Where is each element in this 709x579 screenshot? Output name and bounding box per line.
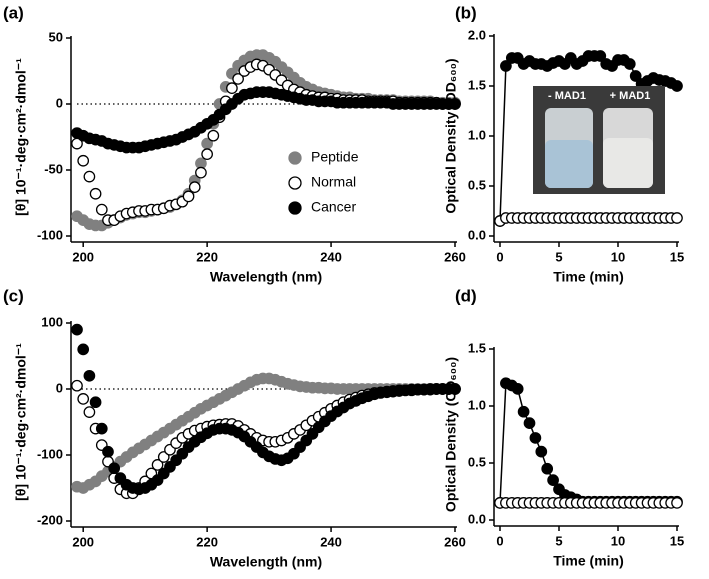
data-point — [541, 462, 554, 475]
x-tick-label: 0 — [496, 533, 503, 548]
y-tick-label: -200 — [37, 512, 63, 527]
series-line — [499, 382, 677, 503]
data-point — [89, 187, 102, 200]
data-point — [83, 369, 96, 382]
x-tick-label: 5 — [555, 249, 562, 264]
x-axis-title: Time (min) — [553, 553, 624, 569]
data-point — [529, 432, 542, 444]
y-axis-title: Optical Density (OD₆₀₀) — [443, 58, 459, 213]
data-point — [629, 70, 642, 82]
data-point — [671, 497, 683, 509]
data-point — [517, 405, 530, 418]
y-axis-title: Optical Density (OD₆₀₀) — [443, 357, 459, 512]
data-point — [671, 80, 683, 92]
legend-label: Cancer — [311, 199, 356, 215]
x-tick-label: 200 — [72, 534, 94, 549]
data-point — [207, 129, 220, 142]
y-tick-label: 1.5 — [468, 77, 486, 92]
panel-label: (a) — [3, 3, 24, 22]
data-point — [157, 451, 170, 463]
y-tick-label: 100 — [41, 314, 63, 329]
data-point — [594, 50, 607, 62]
x-axis-title: Wavelength (nm) — [210, 269, 322, 285]
data-point — [77, 343, 90, 356]
x-tick-label: 220 — [196, 249, 218, 264]
data-point — [71, 323, 83, 336]
data-point — [108, 462, 121, 475]
x-tick-label: 15 — [670, 249, 684, 264]
data-point — [151, 459, 164, 471]
y-tick-label: 0.0 — [468, 227, 486, 242]
panel-label: (c) — [3, 286, 24, 305]
data-point — [182, 190, 195, 203]
legend-label: Normal — [311, 174, 356, 190]
data-point — [623, 58, 636, 70]
y-tick-label: 2.0 — [468, 27, 486, 42]
data-point — [449, 98, 461, 110]
y-axis-title: [θ] 10⁻¹·deg·cm²·dmol⁻¹ — [13, 343, 29, 501]
data-point — [523, 417, 536, 429]
data-point — [95, 422, 108, 435]
inset-label: + MAD1 — [610, 90, 651, 102]
x-tick-label: 10 — [611, 533, 625, 548]
x-tick-label: 240 — [320, 249, 342, 264]
panel-label: (b) — [455, 3, 477, 22]
data-point — [535, 445, 548, 458]
legend-marker — [288, 201, 302, 215]
x-tick-label: 260 — [444, 249, 466, 264]
data-point — [511, 383, 524, 395]
x-tick-label: 5 — [555, 533, 562, 548]
data-point — [449, 383, 461, 395]
data-point — [201, 148, 213, 161]
data-point — [226, 82, 238, 95]
data-point — [547, 474, 559, 486]
data-point — [83, 406, 96, 418]
data-point — [671, 212, 683, 224]
inset-photo: - MAD1 + MAD1 — [533, 86, 665, 194]
x-axis-title: Wavelength (nm) — [210, 554, 322, 570]
x-tick-label: 260 — [444, 534, 466, 549]
x-tick-label: 220 — [196, 534, 218, 549]
x-tick-label: 10 — [611, 249, 625, 264]
x-tick-label: 240 — [320, 534, 342, 549]
data-point — [195, 166, 207, 179]
y-tick-label: 0 — [56, 95, 63, 110]
data-point — [77, 393, 90, 405]
x-tick-label: 0 — [496, 249, 503, 264]
data-point — [188, 181, 201, 194]
data-point — [232, 73, 244, 85]
x-axis-title: Time (min) — [553, 269, 624, 285]
y-tick-label: 0.5 — [468, 177, 486, 192]
y-axis-title: [θ] 10⁻¹·deg·cm²·dmol⁻¹ — [13, 58, 29, 216]
data-point — [71, 379, 83, 392]
y-tick-label: 1.5 — [468, 340, 486, 355]
panel-label: (d) — [455, 286, 477, 305]
y-tick-label: -50 — [44, 161, 63, 176]
y-tick-label: -100 — [37, 446, 63, 461]
legend-marker — [288, 151, 302, 165]
legend-label: Peptide — [311, 149, 359, 165]
data-point — [89, 396, 102, 409]
y-tick-label: 0.0 — [468, 511, 486, 526]
x-tick-label: 15 — [670, 533, 684, 548]
data-point — [102, 445, 114, 458]
data-point — [83, 170, 96, 183]
data-point — [77, 154, 90, 167]
x-tick-label: 200 — [72, 249, 94, 264]
y-tick-label: 50 — [49, 29, 63, 44]
legend-marker — [288, 176, 302, 190]
data-point — [500, 60, 512, 72]
y-tick-label: -100 — [37, 227, 63, 242]
y-tick-label: 0.5 — [468, 454, 486, 469]
y-tick-label: 1.0 — [468, 397, 486, 412]
inset-label: - MAD1 — [548, 90, 586, 102]
y-tick-label: 0 — [56, 380, 63, 395]
data-point — [95, 203, 108, 216]
y-tick-label: 1.0 — [468, 127, 486, 142]
